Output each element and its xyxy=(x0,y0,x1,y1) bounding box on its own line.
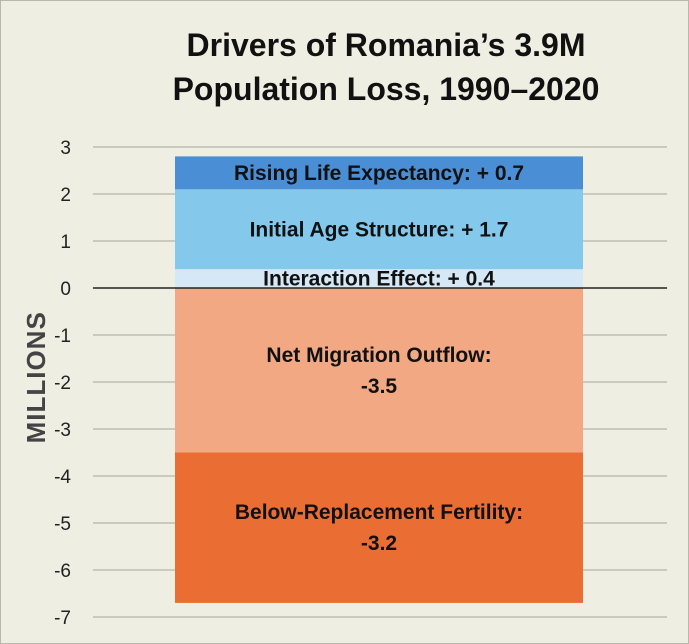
segment-label-1: Rising Life Expectancy: + 0.7 xyxy=(234,162,524,185)
segment-label-3: Interaction Effect: + 0.4 xyxy=(263,268,495,291)
y-tick-label: 2 xyxy=(60,185,71,206)
y-tick-label: 0 xyxy=(60,279,71,300)
segment-labels: Interaction Effect: + 0.4 Initial Age Str… xyxy=(234,162,524,555)
y-tick-label: 1 xyxy=(60,232,71,253)
segment-label-5: Below-Replacement Fertility: xyxy=(235,501,523,524)
bar-segment-5 xyxy=(175,452,583,603)
y-tick-label: -3 xyxy=(54,420,71,441)
y-tick-label: -1 xyxy=(54,326,71,347)
y-tick-label: -7 xyxy=(54,608,71,629)
chart-title-line-1: Drivers of Romania’s 3.9M xyxy=(186,27,586,63)
chart-title-line-2: Population Loss, 1990–2020 xyxy=(172,71,600,107)
y-tick-label: 3 xyxy=(60,138,71,159)
segment-label-4: Net Migration Outflow: xyxy=(266,344,491,367)
chart-title: Drivers of Romania’s 3.9M Population Los… xyxy=(91,23,681,111)
bar-segment-2 xyxy=(175,189,583,270)
segment-label-4: -3.5 xyxy=(361,375,398,398)
stacked-bar xyxy=(175,156,583,603)
bar-segment-4 xyxy=(175,288,583,453)
bar-segment-3 xyxy=(175,269,583,288)
y-tick-labels: 3 2 1 0 -1 -2 -3 -4 -5 -6 -7 xyxy=(54,138,71,629)
y-tick-label: -2 xyxy=(54,373,71,394)
y-tick-label: -5 xyxy=(54,514,71,535)
y-tick-label: -6 xyxy=(54,561,71,582)
y-axis-label: MILLIONS xyxy=(21,311,51,443)
bar-segment-1 xyxy=(175,156,583,190)
segment-label-5: -3.2 xyxy=(361,532,397,555)
y-tick-label: -4 xyxy=(54,467,71,488)
segment-label-2: Initial Age Structure: + 1.7 xyxy=(250,218,509,241)
